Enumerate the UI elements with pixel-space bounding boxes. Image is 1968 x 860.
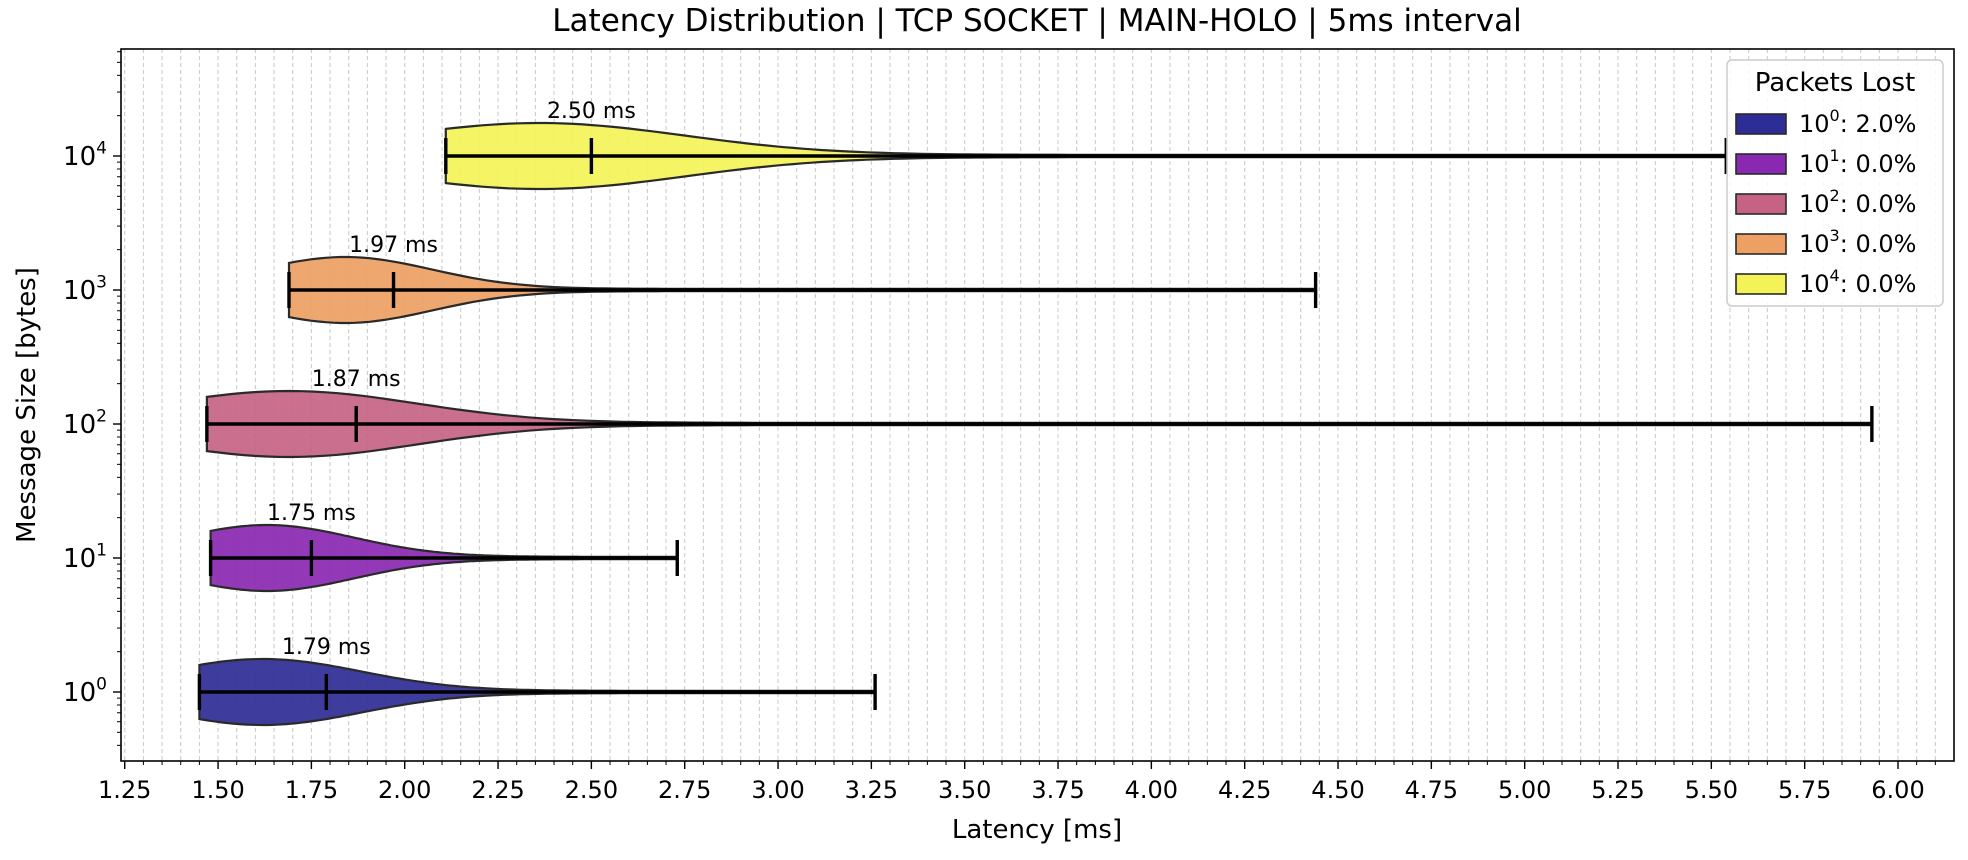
x-tick-label: 1.25 — [98, 776, 151, 804]
x-tick-label: 4.75 — [1405, 776, 1458, 804]
x-tick-label: 4.00 — [1125, 776, 1178, 804]
legend-entry-label: 101: 0.0% — [1799, 146, 1916, 178]
legend-swatch — [1735, 193, 1787, 215]
legend-swatch — [1735, 233, 1787, 255]
legend-entry-label: 103: 0.0% — [1799, 226, 1916, 258]
x-tick-label: 3.75 — [1031, 776, 1084, 804]
x-tick-label: 5.25 — [1591, 776, 1644, 804]
violins: 1.79 ms 1.75 ms 1.87 ms 1.97 ms 2.50 ms — [197, 99, 1874, 727]
x-tick-label: 3.00 — [751, 776, 804, 804]
y-tick-label: 100 — [63, 674, 107, 708]
x-tick-label: 5.50 — [1685, 776, 1738, 804]
y-tick-label: 102 — [63, 406, 107, 440]
legend-swatch — [1735, 113, 1787, 135]
legend-title: Packets Lost — [1755, 68, 1916, 98]
legend-entry-label: 104: 0.0% — [1799, 266, 1916, 298]
legend-entry-label: 102: 0.0% — [1799, 186, 1916, 218]
x-tick-label: 4.25 — [1218, 776, 1271, 804]
y-tick-label: 104 — [63, 138, 107, 172]
legend-entry-label: 100: 2.0% — [1799, 106, 1916, 138]
axis-ticks: 1.25 1.50 1.75 2.00 2.25 2.50 2.75 3.00 3.25 3.50… — [63, 51, 1936, 804]
x-tick-label: 2.50 — [565, 776, 618, 804]
x-tick-label: 5.00 — [1498, 776, 1551, 804]
x-tick-label: 1.75 — [285, 776, 338, 804]
legend: Packets Lost 100: 2.0% 101: 0.0% 102: 0.0% 1… — [1726, 59, 1944, 307]
y-tick-label: 103 — [63, 272, 107, 306]
legend-swatch — [1735, 273, 1787, 295]
x-tick-label: 3.50 — [938, 776, 991, 804]
x-tick-label: 6.00 — [1871, 776, 1924, 804]
x-axis-label: Latency [ms] — [952, 815, 1122, 845]
x-tick-label: 2.00 — [378, 776, 431, 804]
x-tick-label: 1.50 — [191, 776, 244, 804]
x-tick-label: 2.75 — [658, 776, 711, 804]
median-label: 1.87 ms — [312, 367, 401, 392]
y-tick-label: 101 — [63, 540, 107, 574]
x-tick-label: 2.25 — [471, 776, 524, 804]
chart-title: Latency Distribution | TCP SOCKET | MAIN… — [552, 3, 1521, 39]
legend-swatch — [1735, 153, 1787, 175]
median-label: 1.75 ms — [267, 501, 356, 526]
plot-frame — [120, 48, 1955, 762]
median-label: 2.50 ms — [547, 99, 636, 124]
x-tick-label: 5.75 — [1778, 776, 1831, 804]
y-axis-label: Message Size [bytes] — [12, 267, 42, 543]
median-label: 1.79 ms — [282, 635, 371, 660]
x-tick-label: 3.25 — [845, 776, 898, 804]
x-tick-label: 4.50 — [1311, 776, 1364, 804]
median-label: 1.97 ms — [349, 233, 438, 258]
